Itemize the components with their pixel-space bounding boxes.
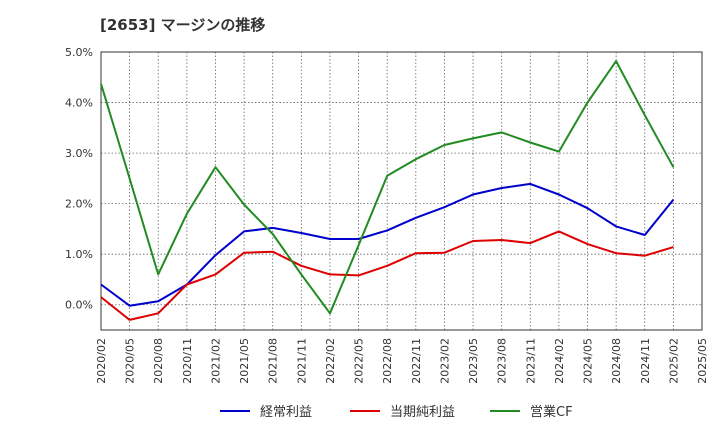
x-tick-label: 2021/08 [267,338,280,384]
x-tick-label: 2024/08 [610,338,623,384]
x-tick-label: 2023/11 [524,338,537,384]
x-tick-label: 2024/02 [553,338,566,384]
legend-label: 営業CF [530,404,573,420]
x-tick-label: 2022/05 [353,338,366,384]
x-tick-label: 2020/05 [124,338,137,384]
x-tick-label: 2022/08 [381,338,394,384]
plot-area [101,52,702,330]
x-tick-label: 2020/11 [181,338,194,384]
y-tick-label: 3.0% [65,147,93,160]
x-tick-label: 2025/02 [667,338,680,384]
x-tick-label: 2021/05 [238,338,251,384]
x-tick-label: 2024/05 [582,338,595,384]
y-tick-label: 5.0% [65,46,93,59]
y-tick-label: 1.0% [65,248,93,261]
y-tick-label: 2.0% [65,198,93,211]
legend-label: 当期純利益 [390,405,455,420]
x-tick-label: 2022/11 [410,338,423,384]
x-tick-label: 2025/05 [696,338,709,384]
x-tick-label: 2023/02 [438,338,451,384]
x-tick-label: 2020/08 [152,338,165,384]
x-tick-label: 2021/11 [295,338,308,384]
x-tick-label: 2022/02 [324,338,337,384]
series-line [100,60,675,315]
x-tick-label: 2020/02 [95,338,108,384]
x-tick-label: 2023/05 [467,338,480,384]
plot-border [100,51,703,331]
y-tick-label: 0.0% [65,299,93,312]
y-tick-label: 4.0% [65,97,93,110]
x-tick-label: 2021/02 [209,338,222,384]
series-line [100,230,674,321]
x-tick-label: 2023/08 [496,338,509,384]
legend-label: 経常利益 [260,405,312,420]
chart-title: [2653] マージンの推移 [100,16,266,34]
series-line [100,182,675,307]
x-tick-label: 2024/11 [639,338,652,384]
